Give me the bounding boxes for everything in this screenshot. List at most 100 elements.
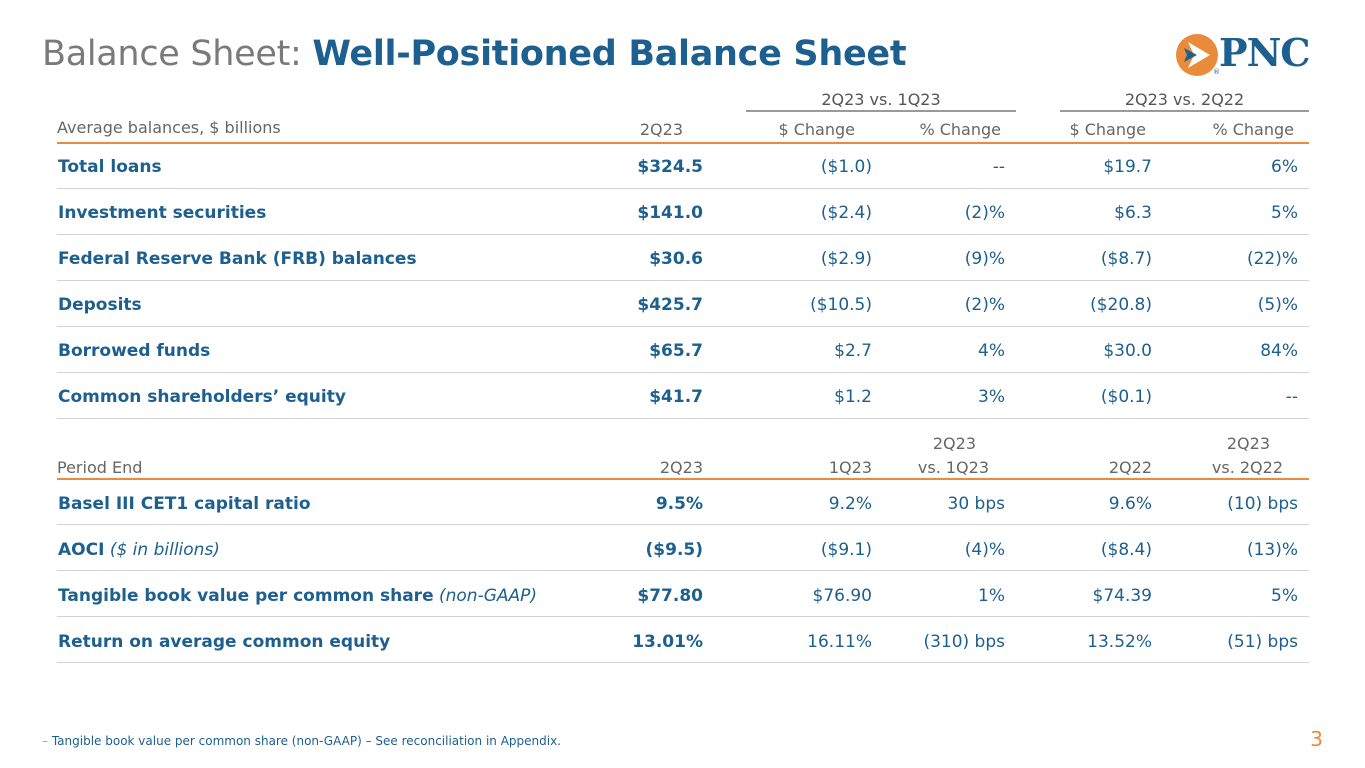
cell-pct-change-2q22: 84% — [1260, 341, 1298, 361]
col-header-dollar-change-1q23: $ Change — [778, 120, 855, 139]
row-label: Return on average common equity — [58, 632, 390, 652]
header-divider-top — [57, 142, 1309, 144]
cell-1q23: $76.90 — [812, 586, 872, 606]
row-label-note: ($ in billions) — [104, 540, 220, 560]
cell-2q23: ($9.5) — [645, 540, 703, 560]
row-label-note: (non-GAAP) — [433, 586, 538, 606]
col-header-vs-1q23-line1: 2Q23 — [932, 434, 976, 453]
row-divider — [57, 524, 1309, 525]
row-divider — [57, 570, 1309, 571]
cell-pct-change-2q22: 5% — [1271, 203, 1298, 223]
col-header-vs-2q22-line2: vs. 2Q22 — [1211, 458, 1283, 477]
col-header-2q23: 2Q23 — [639, 120, 683, 139]
cell-dollar-change-2q22: $30.0 — [1103, 341, 1152, 361]
group-rule-2q22 — [1060, 110, 1309, 112]
cell-pct-change-1q23: (9)% — [964, 249, 1005, 269]
cell-dollar-change-1q23: ($10.5) — [810, 295, 872, 315]
row-label: Tangible book value per common share (no… — [58, 586, 537, 606]
logo-text: PNC — [1219, 30, 1311, 75]
cell-dollar-change-2q22: $6.3 — [1114, 203, 1152, 223]
col-header-pct-change-1q23: % Change — [919, 120, 1001, 139]
cell-2q23: $30.6 — [649, 249, 703, 269]
footnote-text: Tangible book value per common share (no… — [51, 734, 561, 748]
cell-2q22: 9.6% — [1108, 494, 1152, 514]
row-divider — [57, 418, 1309, 419]
cell-2q23: $425.7 — [637, 295, 703, 315]
col-header-2q22: 2Q22 — [1108, 458, 1152, 477]
cell-pct-change-2q22: -- — [1285, 387, 1298, 407]
cell-2q22: ($8.4) — [1100, 540, 1152, 560]
cell-vs-2q22: (51) bps — [1227, 632, 1298, 652]
cell-dollar-change-1q23: $2.7 — [834, 341, 872, 361]
cell-pct-change-1q23: -- — [992, 157, 1005, 177]
cell-vs-2q22: (13)% — [1246, 540, 1298, 560]
cell-2q23: $141.0 — [637, 203, 703, 223]
col-header-2q23: 2Q23 — [659, 458, 703, 477]
cell-pct-change-1q23: 3% — [978, 387, 1005, 407]
cell-dollar-change-2q22: $19.7 — [1103, 157, 1152, 177]
cell-vs-2q22: (10) bps — [1227, 494, 1298, 514]
page-title: Balance Sheet: Well-Positioned Balance S… — [42, 34, 907, 74]
cell-2q23: 9.5% — [655, 494, 703, 514]
col-header-dollar-change-2q22: $ Change — [1069, 120, 1146, 139]
col-header-1q23: 1Q23 — [828, 458, 872, 477]
cell-2q22: $74.39 — [1092, 586, 1152, 606]
group-rule-1q23 — [746, 110, 1016, 112]
cell-2q22: 13.52% — [1087, 632, 1152, 652]
row-label: Deposits — [58, 295, 142, 315]
cell-vs-1q23: (310) bps — [923, 632, 1005, 652]
pnc-arrow-icon — [1176, 34, 1218, 76]
footnote-bullet: – — [42, 734, 48, 748]
row-label: Borrowed funds — [58, 341, 211, 361]
title-prefix: Balance Sheet: — [42, 34, 302, 74]
cell-2q23: $41.7 — [649, 387, 703, 407]
cell-2q23: $77.80 — [637, 586, 703, 606]
cell-2q23: $324.5 — [637, 157, 703, 177]
footnote: – Tangible book value per common share (… — [42, 734, 561, 748]
cell-vs-1q23: 30 bps — [947, 494, 1005, 514]
row-label: AOCI ($ in billions) — [58, 540, 220, 560]
label-header-period-end: Period End — [57, 458, 143, 477]
row-divider — [57, 280, 1309, 281]
group-header-vs-2q22: 2Q23 vs. 2Q22 — [1124, 90, 1245, 109]
row-divider — [57, 188, 1309, 189]
row-label-text: Basel III CET1 capital ratio — [58, 494, 311, 514]
cell-dollar-change-1q23: $1.2 — [834, 387, 872, 407]
cell-pct-change-2q22: 6% — [1271, 157, 1298, 177]
row-label: Total loans — [58, 157, 162, 177]
pnc-logo: PNC ® — [1175, 30, 1335, 78]
cell-1q23: ($9.1) — [820, 540, 872, 560]
cell-dollar-change-1q23: ($1.0) — [820, 157, 872, 177]
row-divider — [57, 326, 1309, 327]
cell-1q23: 9.2% — [828, 494, 872, 514]
cell-vs-1q23: (4)% — [964, 540, 1005, 560]
row-label-text: Tangible book value per common share — [58, 586, 434, 606]
cell-2q23: 13.01% — [632, 632, 703, 652]
row-label: Common shareholders’ equity — [58, 387, 346, 407]
row-divider — [57, 234, 1309, 235]
cell-vs-2q22: 5% — [1271, 586, 1298, 606]
row-label: Basel III CET1 capital ratio — [58, 494, 311, 514]
cell-pct-change-2q22: (5)% — [1257, 295, 1298, 315]
cell-pct-change-2q22: (22)% — [1246, 249, 1298, 269]
cell-dollar-change-1q23: ($2.4) — [820, 203, 872, 223]
cell-pct-change-1q23: 4% — [978, 341, 1005, 361]
page-number: 3 — [1310, 727, 1323, 751]
title-main: Well-Positioned Balance Sheet — [312, 34, 907, 74]
cell-dollar-change-2q22: ($8.7) — [1100, 249, 1152, 269]
row-label-text: Return on average common equity — [58, 632, 391, 652]
cell-pct-change-1q23: (2)% — [964, 203, 1005, 223]
row-label: Federal Reserve Bank (FRB) balances — [58, 249, 417, 269]
cell-vs-1q23: 1% — [978, 586, 1005, 606]
col-header-pct-change-2q22: % Change — [1212, 120, 1294, 139]
cell-dollar-change-1q23: ($2.9) — [820, 249, 872, 269]
label-header-average-balances: Average balances, $ billions — [57, 118, 281, 137]
cell-pct-change-1q23: (2)% — [964, 295, 1005, 315]
cell-1q23: 16.11% — [807, 632, 872, 652]
group-header-vs-1q23: 2Q23 vs. 1Q23 — [821, 90, 941, 109]
cell-2q23: $65.7 — [649, 341, 703, 361]
col-header-vs-1q23-line2: vs. 1Q23 — [917, 458, 989, 477]
row-divider — [57, 616, 1309, 617]
cell-dollar-change-2q22: ($0.1) — [1100, 387, 1152, 407]
registered-mark: ® — [1213, 68, 1220, 76]
